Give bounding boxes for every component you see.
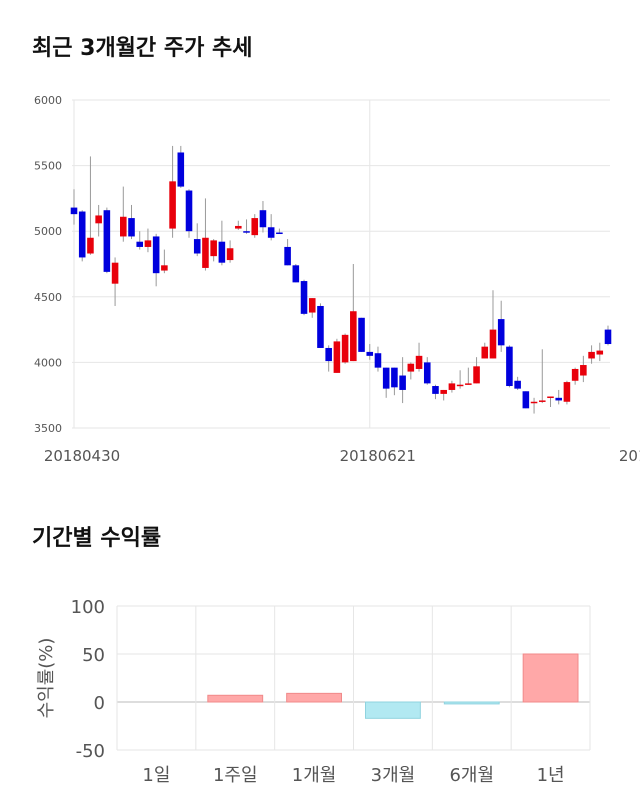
price-ytick-label: 4000 [34, 356, 62, 369]
candle-body [284, 246, 291, 266]
price-xtick-label: 20180621 [340, 447, 416, 465]
candle-body [292, 265, 300, 283]
price-xtick-label: 20180430 [44, 447, 120, 465]
candle-body [276, 232, 283, 235]
returns-category-label: 3개월 [371, 765, 416, 786]
candle-body [456, 384, 464, 387]
candle-body [95, 215, 102, 224]
candle-body [358, 317, 365, 352]
returns-ytick-label: -50 [76, 741, 105, 762]
returns-ytick-label: 50 [82, 645, 105, 666]
candle-body [144, 240, 152, 247]
candle-body [448, 383, 456, 390]
candle-body [267, 227, 275, 238]
price-chart-title: 최근 3개월간 주가 추세 [32, 36, 253, 61]
candle-body [391, 367, 398, 388]
price-xtick-label: 20180806 [619, 447, 640, 465]
candle-body [259, 210, 267, 228]
returns-category-label: 6개월 [449, 765, 494, 786]
candle-body [522, 391, 530, 409]
candle-body [497, 319, 505, 346]
candle-body [588, 351, 595, 359]
candle-body [563, 382, 571, 402]
candle-body [103, 210, 111, 272]
candle-body [407, 363, 415, 372]
candle-body [530, 401, 538, 404]
candle-body [161, 265, 168, 271]
candle-body [177, 152, 185, 187]
candle-body [473, 366, 480, 384]
candle-body [555, 397, 562, 401]
candle-body [399, 375, 406, 390]
candle-body [111, 262, 119, 284]
candle-body [514, 380, 521, 389]
candle-body [210, 240, 217, 257]
candle-body [136, 241, 144, 247]
candle-body [87, 237, 94, 254]
returns-category-label: 1주일 [213, 765, 258, 786]
returns-ytick-label: 0 [94, 693, 105, 714]
candle-body [432, 386, 439, 394]
candle-body [341, 334, 349, 363]
candle-body [300, 281, 308, 314]
candle-body [70, 207, 78, 215]
return-bar [443, 701, 500, 705]
candle-body [169, 181, 176, 229]
candle-body [78, 211, 86, 258]
returns-chart-title: 기간별 수익률 [32, 526, 162, 551]
candle-body [226, 248, 234, 261]
candle-body [382, 367, 390, 389]
candle-body [440, 389, 447, 394]
candle-body [243, 231, 250, 233]
returns-category-label: 1개월 [292, 765, 337, 786]
candle-body [235, 225, 242, 229]
candle-body [604, 329, 612, 345]
candle-body [325, 347, 332, 362]
candle-body [423, 362, 431, 384]
price-ytick-label: 5000 [34, 225, 62, 238]
candle-body [366, 351, 374, 356]
return-bar [522, 653, 579, 703]
return-bar [207, 694, 264, 703]
return-bar [286, 692, 342, 703]
candle-body [202, 237, 209, 268]
candle-body [596, 350, 604, 355]
returns-category-label: 1일 [142, 765, 170, 786]
candle-body [489, 329, 497, 359]
return-bar [365, 701, 421, 719]
candle-body [374, 353, 382, 368]
candle-body [481, 346, 489, 359]
returns-ylabel: 수익률(%) [36, 638, 57, 719]
candle-body [415, 355, 423, 369]
candle-body [218, 241, 226, 263]
candle-body [128, 218, 135, 237]
price-ytick-label: 3500 [34, 422, 62, 435]
candle-body [333, 341, 341, 373]
price-ytick-label: 5500 [34, 160, 62, 173]
candle-body [193, 239, 201, 254]
candle-body [580, 365, 587, 376]
candle-body [120, 216, 127, 237]
candle-body [538, 400, 546, 402]
returns-ytick-label: 100 [71, 597, 105, 618]
candle-body [308, 298, 316, 313]
candle-body [571, 368, 579, 381]
candle-body [547, 396, 554, 399]
candle-body [185, 190, 193, 232]
candle-body [506, 346, 513, 387]
candle-body [465, 383, 472, 385]
candle-body [152, 236, 160, 274]
price-ytick-label: 6000 [34, 94, 62, 107]
candle-body [350, 311, 357, 362]
candle-body [317, 305, 324, 348]
candle-body [251, 218, 259, 236]
price-chart: 6000 5500 5000 4500 4000 3500 20180430 20180621… [34, 94, 640, 465]
returns-category-label: 1년 [537, 765, 565, 786]
price-ytick-label: 4500 [34, 291, 62, 304]
